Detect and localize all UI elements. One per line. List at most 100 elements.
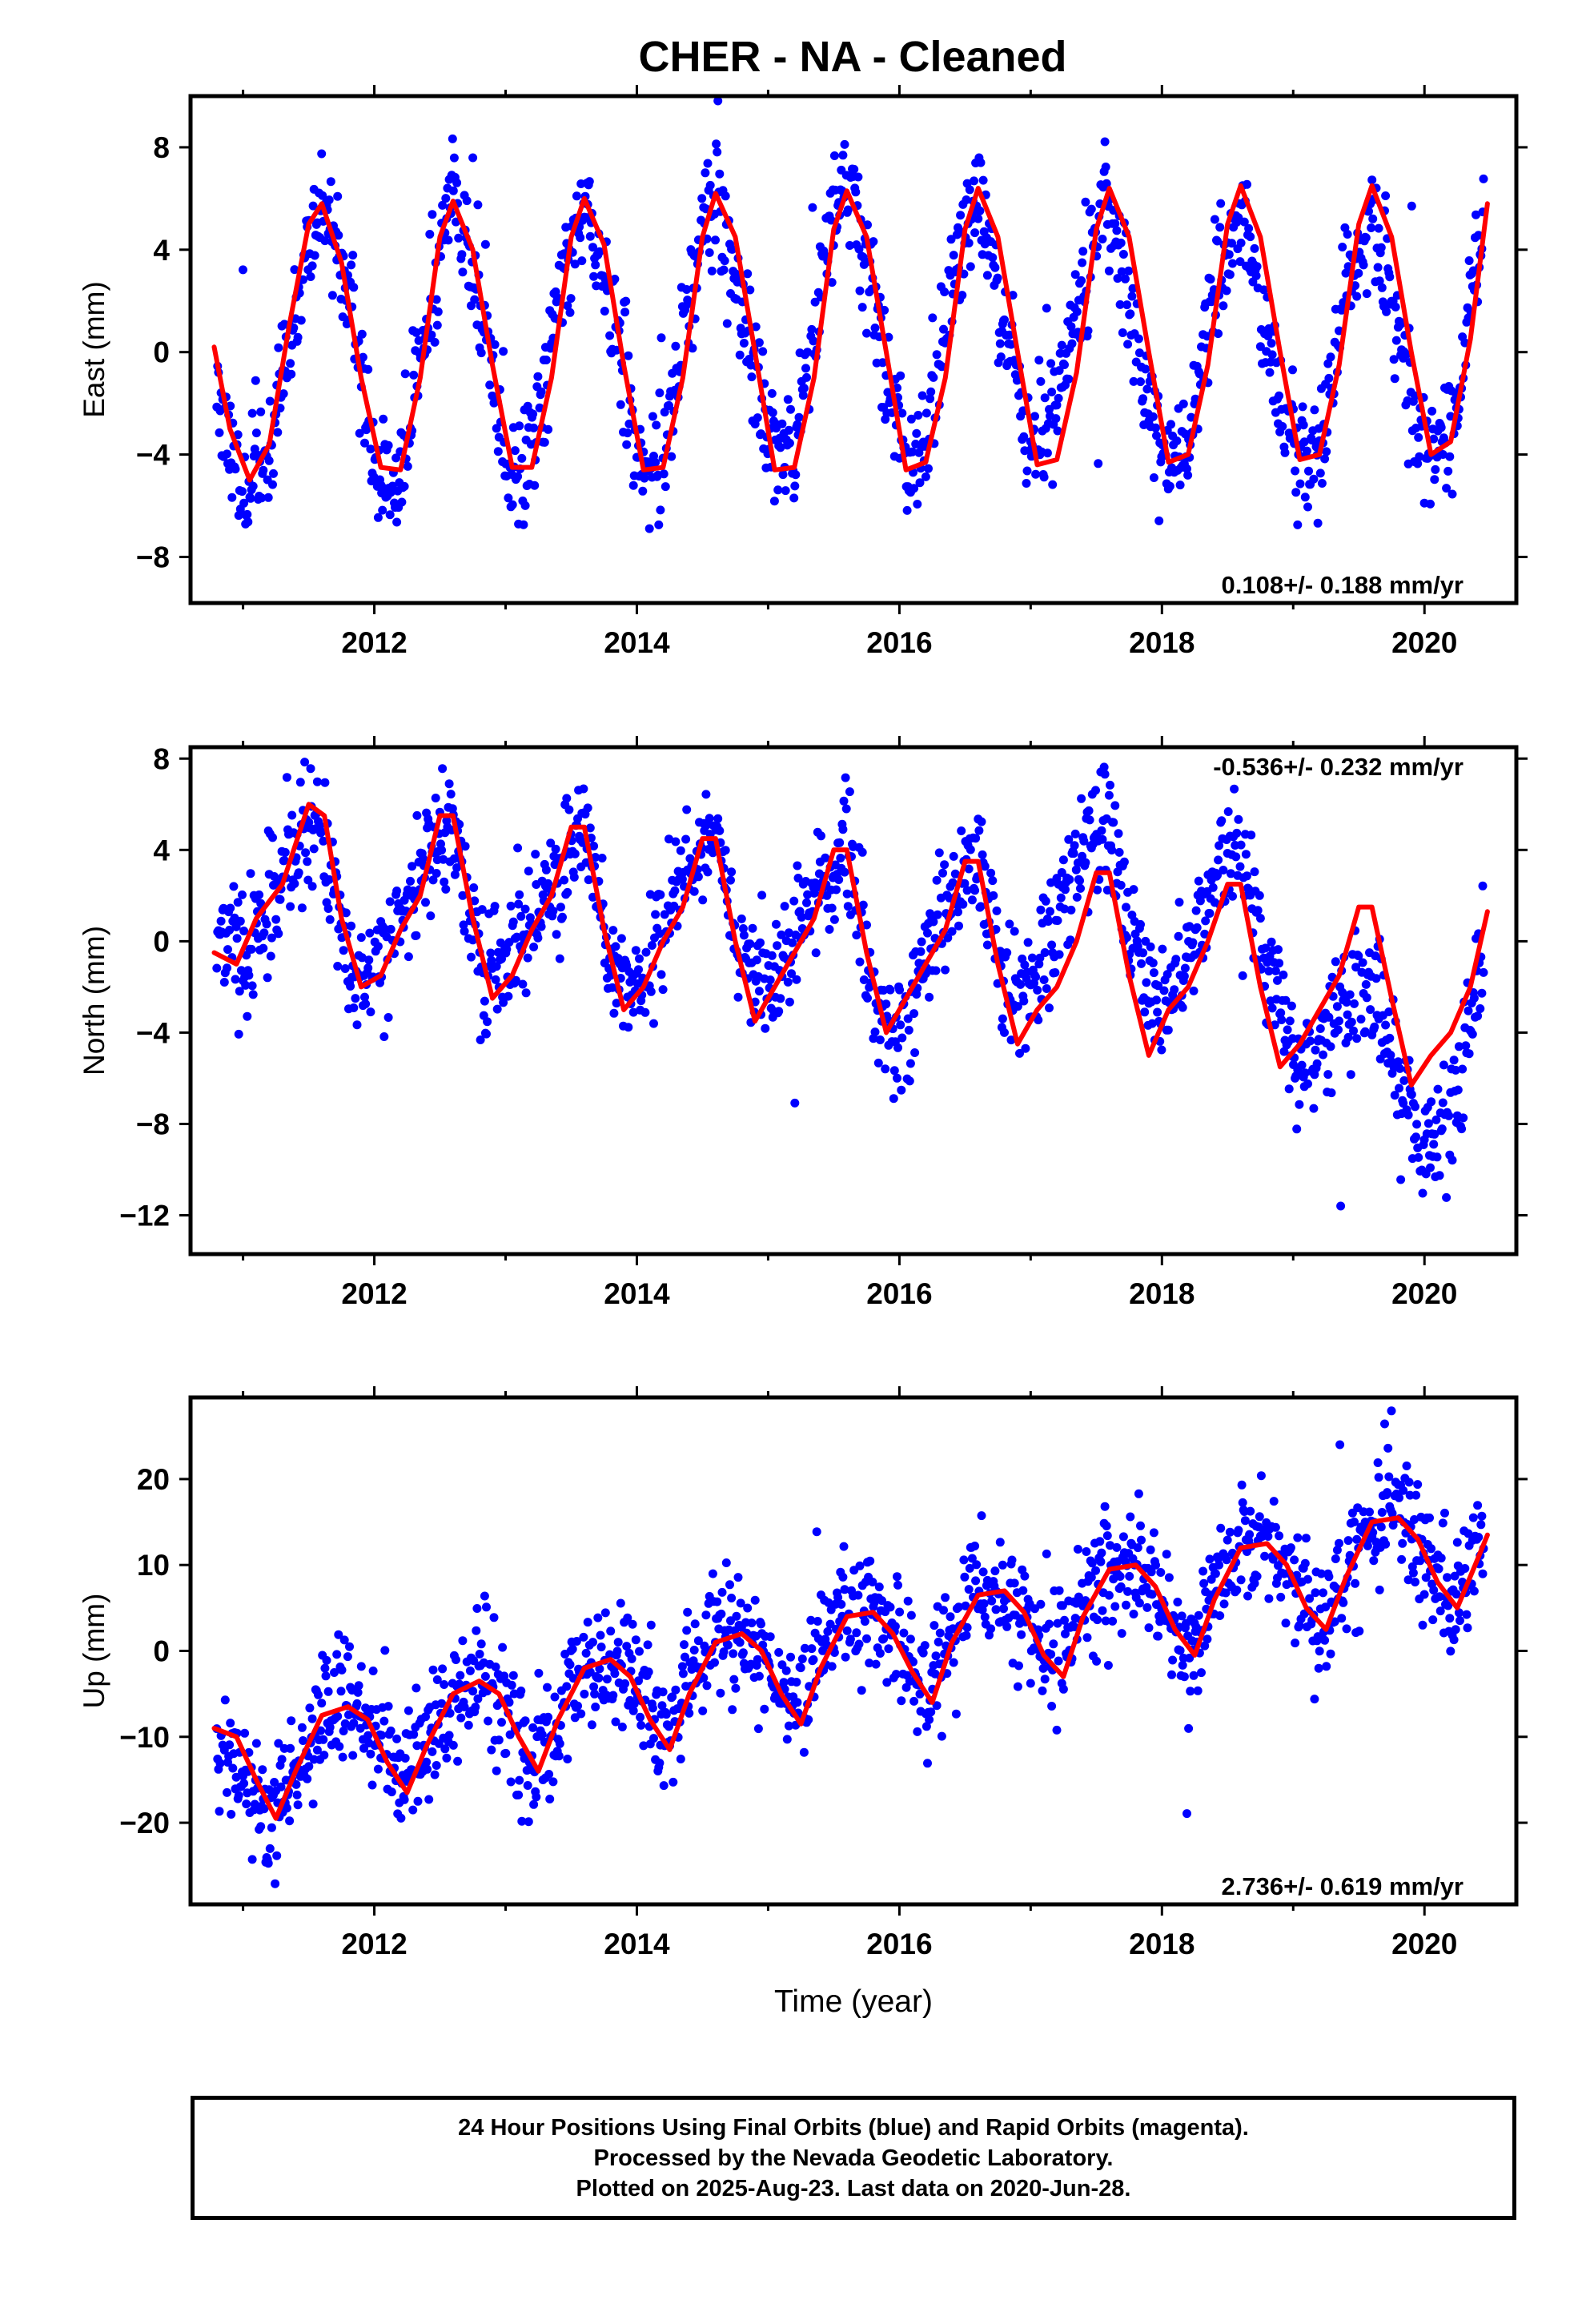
east-data-point [373, 513, 383, 522]
north-data-point [544, 879, 553, 888]
north-data-point [1230, 784, 1239, 794]
up-data-point [366, 1749, 375, 1759]
up-data-point [717, 1587, 727, 1597]
up-data-point [581, 1648, 591, 1658]
east-data-point [786, 404, 795, 414]
east-data-point [454, 233, 464, 243]
up-data-point [925, 1715, 934, 1724]
up-data-point [979, 1599, 989, 1608]
up-data-point [627, 1654, 636, 1663]
north-data-point [1194, 876, 1203, 886]
north-data-point [579, 784, 588, 794]
north-data-point [437, 846, 447, 855]
up-data-point [1355, 1626, 1364, 1636]
north-data-point [964, 864, 974, 874]
north-data-point [1153, 1007, 1162, 1017]
up-data-point [644, 1667, 653, 1677]
east-data-point [939, 324, 948, 334]
north-data-point [947, 927, 957, 936]
east-rate-label: 0.108+/- 0.188 mm/yr [1222, 571, 1464, 599]
up-data-point [1452, 1590, 1461, 1599]
up-rate-label: 2.736+/- 0.619 mm/yr [1222, 1872, 1464, 1900]
north-data-point [649, 1019, 658, 1028]
east-data-point [409, 370, 419, 380]
east-data-point [432, 295, 441, 304]
north-data-point [897, 1085, 906, 1095]
east-data-point [1303, 502, 1312, 512]
up-data-point [1415, 1556, 1425, 1566]
up-data-point [893, 1572, 901, 1582]
up-data-point [1177, 1611, 1186, 1621]
east-xtick-label: 2020 [1391, 626, 1457, 659]
east-data-point [790, 481, 800, 491]
north-data-point [950, 869, 960, 879]
east-data-point [794, 412, 804, 422]
east-data-point [1141, 364, 1150, 374]
east-data-point [929, 372, 938, 382]
north-xtick-label: 2012 [341, 1277, 407, 1310]
up-data-point [1271, 1522, 1280, 1532]
north-data-point [1158, 944, 1167, 954]
north-data-point [1451, 1065, 1460, 1075]
north-data-point [1214, 855, 1223, 865]
north-data-point [223, 963, 231, 973]
east-data-point [1022, 466, 1032, 476]
east-data-point [584, 177, 594, 187]
north-data-point [1433, 1084, 1443, 1094]
up-data-point [1137, 1535, 1146, 1545]
up-data-point [386, 1726, 396, 1735]
east-data-point [1354, 268, 1363, 278]
north-data-point [320, 778, 330, 787]
up-data-point [432, 1675, 442, 1684]
up-data-point [1260, 1551, 1270, 1561]
up-data-point [792, 1678, 801, 1687]
east-data-point [1134, 334, 1143, 344]
north-data-point [1152, 995, 1161, 1005]
up-data-point [330, 1668, 339, 1677]
north-data-point [1241, 850, 1251, 859]
east-data-point [1022, 479, 1031, 488]
north-data-point [1215, 841, 1224, 850]
north-data-point [845, 787, 854, 797]
up-data-point [1250, 1578, 1259, 1588]
east-data-point [1377, 283, 1387, 292]
up-data-point [332, 1650, 342, 1659]
east-data-point [1129, 376, 1138, 386]
east-data-point [326, 177, 335, 187]
north-data-point [721, 846, 730, 855]
up-data-point [356, 1662, 366, 1671]
east-data-point [995, 339, 1005, 348]
east-data-point [239, 498, 249, 508]
north-data-point [569, 872, 579, 882]
north-data-point [340, 964, 350, 973]
north-data-point [307, 882, 317, 891]
up-data-point [319, 1735, 328, 1744]
east-data-point [1239, 217, 1249, 227]
up-data-point [915, 1689, 925, 1699]
east-data-point [854, 244, 864, 254]
up-data-point [548, 1777, 558, 1787]
north-data-point [1192, 923, 1202, 932]
east-data-point [508, 500, 517, 509]
north-data-point [933, 910, 942, 919]
east-data-point [628, 480, 638, 490]
up-data-point [231, 1772, 241, 1782]
up-data-point [931, 1651, 941, 1661]
up-data-point [380, 1646, 390, 1655]
east-data-point [427, 330, 436, 340]
east-data-point [783, 395, 793, 404]
north-data-point [1016, 979, 1026, 989]
east-data-point [624, 419, 634, 428]
north-data-point [1430, 1129, 1439, 1139]
east-data-point [688, 344, 697, 353]
up-fit-line [211, 1515, 1490, 1821]
north-data-point [875, 1035, 885, 1044]
north-data-point [1098, 834, 1107, 844]
east-data-point [1374, 223, 1383, 233]
up-data-point [319, 1751, 329, 1760]
north-data-point [1238, 971, 1247, 980]
east-data-point [1322, 447, 1331, 456]
east-data-point [1315, 468, 1325, 478]
north-data-point [259, 928, 269, 938]
up-data-point [995, 1538, 1005, 1547]
